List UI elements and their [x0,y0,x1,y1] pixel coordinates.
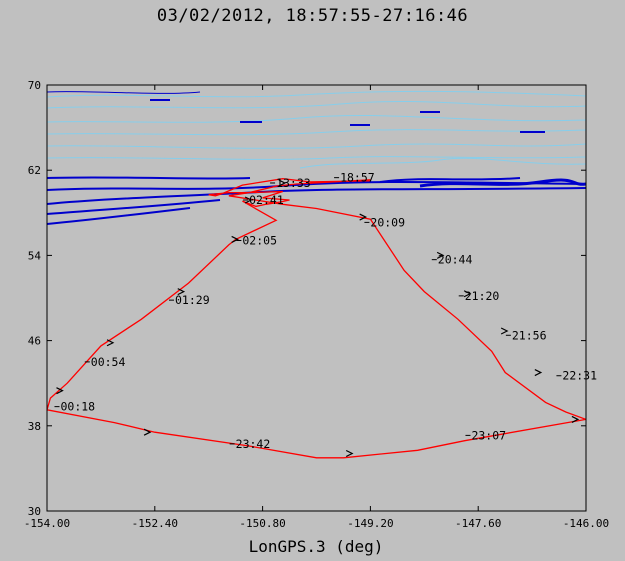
direction-arrow [436,251,445,259]
time-annotation: 20:44 [438,253,473,267]
contour-light-line [299,157,586,169]
direction-arrow [56,387,64,395]
direction-arrow [143,428,152,436]
plot-frame [46,84,587,512]
contour-light-line [47,114,586,123]
contour-light-line [47,101,586,109]
contour-light-line [47,156,586,160]
time-annotation: 22:31 [562,369,597,383]
time-annotation: 00:54 [91,355,126,369]
contour-dark-line [419,178,586,188]
direction-arrow [571,415,580,423]
direction-arrow [106,339,115,347]
contour-dark-line [47,176,251,180]
time-annotation: 02:41 [249,193,284,207]
time-annotation: 13:33 [276,176,311,190]
track-layer [47,178,586,459]
direction-arrow [359,213,368,221]
direction-arrow [534,369,543,377]
annotation-layer: 00:18 00:54 01:29 02:05 02:41 13:33 18:57 20:09… [54,171,597,451]
x-tick-label: -150.80 [239,517,285,530]
x-axis-label: LonGPS.3 (deg) [249,537,384,556]
tick-layer: -154.00 -152.40 -150.80 -149.20 -147.60 -146.… [24,79,609,530]
time-annotation: 18:57 [340,171,375,185]
y-tick-label: 46 [28,335,41,348]
contour-light-line [47,90,586,98]
time-annotation: 01:29 [175,293,210,307]
y-tick-label: 30 [28,505,41,518]
contour-layer [47,90,586,225]
y-tick-label: 70 [28,79,41,92]
y-tick-label: 38 [28,420,41,433]
x-tick-label: -149.20 [347,517,393,530]
x-tick-label: -154.00 [24,517,70,530]
y-tick-label: 54 [28,249,42,262]
time-annotation: 23:42 [236,437,271,451]
flight-track-line [47,178,586,459]
time-annotation: 21:56 [512,328,547,342]
contour-dark-line [379,177,521,183]
direction-arrow [244,196,253,204]
y-tick-label: 62 [28,164,41,177]
direction-arrow [463,290,472,298]
contour-dark-line [47,91,201,94]
contour-light-line [47,143,586,149]
time-annotation: 21:20 [465,289,500,303]
x-tick-label: -152.40 [132,517,178,530]
time-annotation: 23:07 [471,428,506,442]
time-annotation: 02:05 [242,233,277,247]
contour-dark-line [47,199,221,215]
arrow-layer [56,179,580,458]
time-annotation: 00:18 [60,400,95,414]
direction-arrow [500,327,509,335]
time-annotation: 20:09 [370,215,405,229]
contour-dark-line [47,187,586,205]
x-tick-label: -147.60 [455,517,501,530]
x-tick-label: -146.00 [563,517,609,530]
contour-dark-line [47,207,191,225]
direction-arrow [177,288,186,296]
contour-dark-line [150,99,545,133]
direction-arrow [345,449,354,458]
chart-title: 03/02/2012, 18:57:55-27:16:46 [156,6,469,26]
direction-arrow [278,179,287,187]
direction-arrow [231,235,239,243]
contour-light-line [47,129,586,136]
